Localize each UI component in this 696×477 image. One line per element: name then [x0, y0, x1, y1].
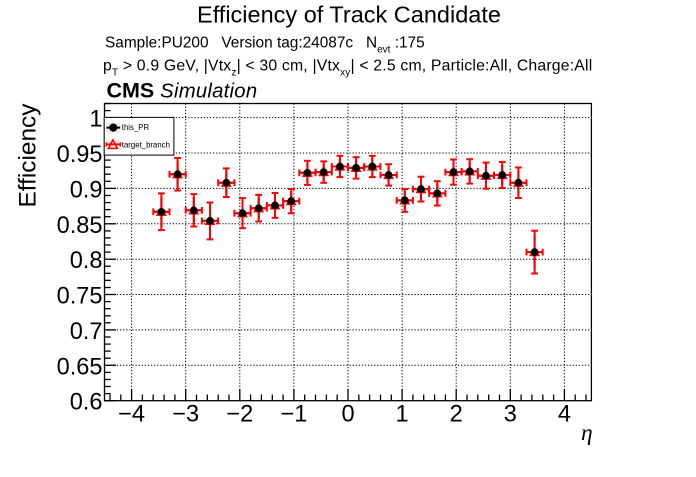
svg-text:0.8: 0.8 — [70, 248, 103, 274]
svg-text:Efficiency: Efficiency — [15, 103, 42, 208]
svg-text:1: 1 — [89, 107, 102, 133]
svg-text:0.9: 0.9 — [70, 177, 103, 203]
svg-text:4: 4 — [558, 401, 571, 427]
svg-text:CMS Simulation: CMS Simulation — [107, 79, 258, 103]
svg-text:0: 0 — [341, 401, 354, 427]
svg-text:3: 3 — [504, 401, 517, 427]
svg-text:η: η — [581, 420, 593, 446]
svg-text:0.75: 0.75 — [57, 284, 103, 310]
svg-text:Sample:PU200 Version tag:240: Sample:PU200 Version tag:24087c Nevt :17… — [105, 34, 425, 55]
svg-text:Efficiency of Track Candidate: Efficiency of Track Candidate — [197, 1, 501, 27]
svg-text:this_PR: this_PR — [122, 123, 150, 132]
svg-text:−1: −1 — [280, 401, 307, 427]
svg-text:2: 2 — [450, 401, 463, 427]
svg-text:0.6: 0.6 — [70, 390, 103, 416]
svg-text:−3: −3 — [172, 401, 199, 427]
svg-text:−2: −2 — [226, 401, 253, 427]
svg-text:0.7: 0.7 — [70, 319, 103, 345]
svg-text:0.85: 0.85 — [57, 213, 103, 239]
svg-text:0.65: 0.65 — [57, 354, 103, 380]
svg-text:1: 1 — [396, 401, 409, 427]
svg-text:target_branch: target_branch — [122, 141, 170, 150]
svg-text:−4: −4 — [118, 401, 145, 427]
svg-text:0.95: 0.95 — [57, 142, 103, 168]
svg-text:pT > 0.9 GeV, |Vtxz| < 30 cm,: pT > 0.9 GeV, |Vtxz| < 30 cm, |Vtxxy| < … — [103, 58, 592, 79]
